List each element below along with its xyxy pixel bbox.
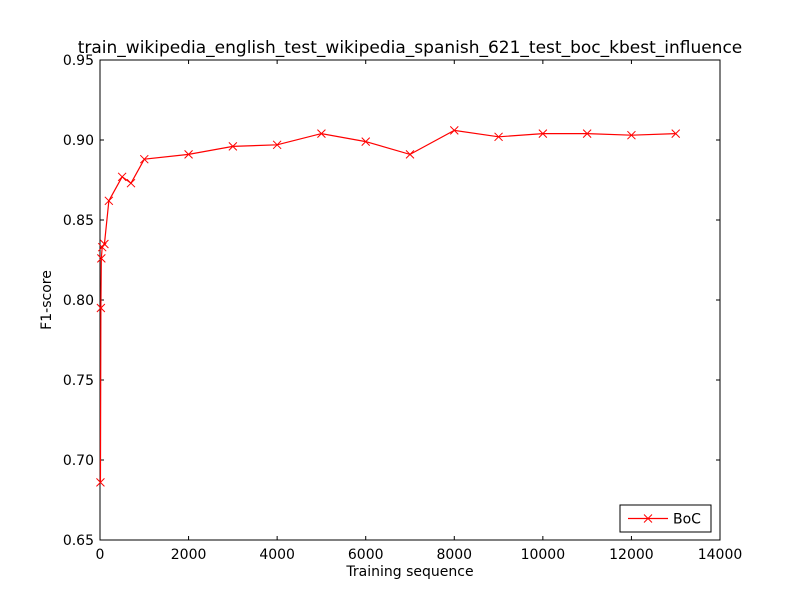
data-point [117, 172, 127, 182]
data-point [104, 196, 114, 206]
data-point [96, 303, 106, 313]
data-point [361, 137, 371, 146]
x-tick-label: 0 [96, 547, 105, 563]
data-point [494, 132, 503, 142]
y-tick-label: 0.95 [63, 53, 94, 69]
x-tick-label: 14000 [698, 547, 743, 563]
data-point [96, 254, 106, 263]
legend-marker [643, 514, 653, 523]
data-point [96, 478, 105, 487]
x-axis-label: Training sequence [345, 564, 473, 580]
data-point [126, 178, 136, 188]
y-axis-label: F1-score [39, 270, 55, 330]
x-tick-label: 2000 [171, 547, 207, 563]
legend: BoC [619, 504, 712, 533]
legend-label: BoC [673, 512, 701, 528]
x-tick-label: 6000 [348, 547, 384, 563]
data-point [317, 129, 326, 138]
x-axis: 0 2000 4000 6000 8000 10000 12000 14000 [96, 60, 743, 563]
x-tick-label: 12000 [609, 547, 654, 563]
y-tick-label: 0.65 [63, 533, 94, 549]
data-point [228, 142, 238, 151]
data-point [184, 150, 193, 159]
data-point [671, 129, 681, 138]
data-point [100, 239, 109, 249]
data-point [627, 130, 636, 140]
data-point [538, 129, 548, 138]
chart-title: train_wikipedia_english_test_wikipedia_s… [78, 38, 743, 58]
y-tick-label: 0.75 [63, 373, 94, 389]
plot-frame [99, 59, 721, 541]
y-axis: 0.65 0.70 0.75 0.80 0.85 0.90 0.95 [63, 53, 720, 549]
data-point [449, 126, 459, 135]
data-point [405, 150, 415, 159]
data-point [582, 129, 592, 138]
data-point [139, 154, 149, 164]
series-layer [96, 126, 681, 487]
y-tick-label: 0.80 [63, 293, 94, 309]
y-tick-label: 0.70 [63, 453, 94, 469]
x-tick-label: 8000 [436, 547, 472, 563]
y-tick-label: 0.85 [63, 213, 94, 229]
y-tick-label: 0.90 [63, 133, 94, 149]
plot-area: 0 2000 4000 6000 8000 10000 12000 14000 0.65 0.7… [63, 53, 742, 563]
data-point [272, 140, 282, 150]
x-tick-label: 4000 [259, 547, 295, 563]
x-tick-label: 10000 [521, 547, 566, 563]
